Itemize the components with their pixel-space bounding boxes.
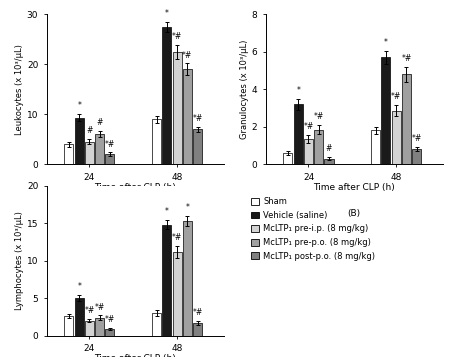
Y-axis label: Lymphocytes (x 10³/µL): Lymphocytes (x 10³/µL)	[15, 211, 24, 310]
Bar	[304, 139, 313, 164]
Bar	[162, 27, 171, 164]
Text: *#: *#	[192, 114, 203, 123]
X-axis label: Time after CLP (h): Time after CLP (h)	[94, 354, 176, 357]
Text: *#: *#	[401, 54, 411, 63]
Bar	[64, 144, 74, 164]
Text: (B): (B)	[348, 209, 361, 218]
Bar	[314, 130, 323, 164]
Text: *: *	[165, 9, 169, 18]
Text: *#: *#	[172, 233, 182, 242]
Bar	[85, 142, 94, 164]
Bar	[172, 252, 182, 336]
Text: *#: *#	[192, 308, 203, 317]
Bar	[371, 130, 380, 164]
Text: #: #	[326, 144, 332, 154]
Y-axis label: Granulocytes (x 10³/µL): Granulocytes (x 10³/µL)	[240, 40, 249, 139]
Bar	[183, 69, 192, 164]
Text: *: *	[165, 207, 169, 216]
X-axis label: Time after CLP (h): Time after CLP (h)	[94, 183, 176, 192]
Bar	[95, 318, 104, 336]
Bar	[294, 104, 303, 164]
Bar	[324, 159, 334, 164]
Bar	[402, 74, 411, 164]
Bar	[412, 149, 421, 164]
Text: *#: *#	[182, 50, 192, 60]
Bar	[152, 313, 161, 336]
Legend: Sham, Vehicle (saline), McLTP₁ pre-i.p. (8 mg/kg), McLTP₁ pre-p.o. (8 mg/kg), Mc: Sham, Vehicle (saline), McLTP₁ pre-i.p. …	[251, 197, 375, 261]
Bar	[183, 221, 192, 336]
Bar	[193, 129, 202, 164]
Text: *#: *#	[84, 306, 95, 315]
Text: *#: *#	[314, 112, 324, 121]
Text: *: *	[185, 203, 189, 212]
Text: #: #	[96, 119, 103, 127]
Text: *#: *#	[105, 315, 115, 324]
Text: *: *	[384, 38, 388, 47]
Text: *: *	[77, 101, 81, 111]
Text: *#: *#	[105, 140, 115, 149]
Bar	[75, 118, 84, 164]
Bar	[152, 119, 161, 164]
Bar	[381, 57, 391, 164]
Text: *#: *#	[303, 122, 314, 131]
Bar	[85, 321, 94, 336]
X-axis label: Time after CLP (h): Time after CLP (h)	[313, 183, 395, 192]
Y-axis label: Leukocytes (x 10³/µL): Leukocytes (x 10³/µL)	[15, 44, 24, 135]
Bar	[172, 52, 182, 164]
Text: #: #	[86, 126, 93, 136]
Bar	[162, 225, 171, 336]
Bar	[75, 298, 84, 336]
Text: *#: *#	[391, 92, 401, 101]
Text: *: *	[77, 282, 81, 291]
Text: *#: *#	[172, 32, 182, 41]
Bar	[391, 111, 401, 164]
Text: (A): (A)	[129, 209, 142, 218]
Text: *#: *#	[411, 134, 422, 143]
Bar	[193, 323, 202, 336]
Bar	[105, 329, 115, 336]
Text: *: *	[296, 86, 300, 95]
Bar	[95, 134, 104, 164]
Bar	[283, 153, 293, 164]
Text: *#: *#	[95, 303, 105, 312]
Bar	[105, 154, 115, 164]
Bar	[64, 316, 74, 336]
